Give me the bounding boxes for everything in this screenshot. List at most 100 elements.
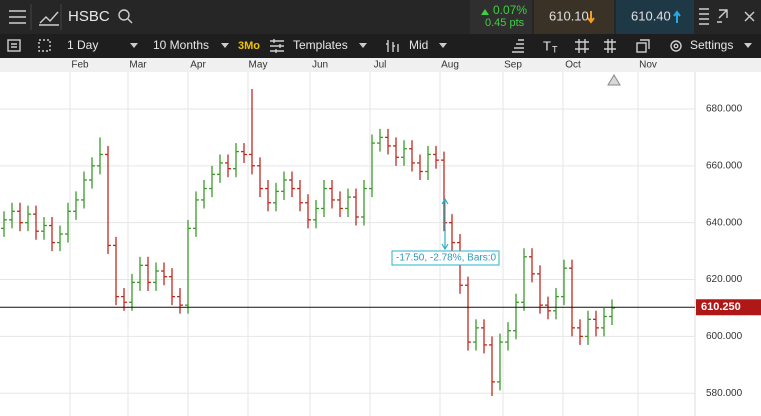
ohlc-bar — [233, 143, 239, 178]
layout-button[interactable] — [38, 39, 51, 52]
ohlc-bar — [473, 319, 479, 351]
ohlc-bar — [273, 182, 279, 212]
ohlc-bar — [305, 194, 311, 229]
ohlc-bar — [401, 140, 407, 166]
range[interactable]: 10 Months — [153, 38, 209, 52]
down-arrow — [587, 11, 595, 24]
x-tick-label: Apr — [190, 60, 206, 71]
ohlc-bar — [177, 288, 183, 314]
dropdown — [130, 43, 138, 48]
ohlc-bar — [17, 202, 23, 232]
buy-price: 610.40 — [631, 8, 671, 23]
ohlc-bar — [497, 333, 503, 391]
ohlc-bar — [33, 205, 39, 240]
ohlc-bar — [249, 89, 255, 175]
dropdown — [744, 43, 752, 48]
ohlc-bar — [65, 202, 71, 243]
change-percent: 0.07% — [493, 3, 527, 17]
more-button[interactable] — [699, 8, 709, 25]
scroll-marker[interactable] — [607, 74, 621, 86]
ohlc-bar — [569, 259, 575, 337]
ohlc-bar — [521, 248, 527, 311]
indicator-button[interactable] — [512, 39, 524, 53]
ohlc-bar — [409, 140, 415, 172]
x-tick-label: Aug — [441, 60, 459, 71]
y-tick-label: 580.000 — [706, 388, 743, 399]
ohlc-bar — [1, 211, 7, 237]
ohlc-bar — [513, 293, 519, 340]
ohlc-bar — [313, 199, 319, 229]
x-tick-label: Mar — [129, 60, 147, 71]
ohlc-bar — [225, 154, 231, 178]
interval[interactable]: 1 Day — [67, 38, 98, 52]
ohlc-bar — [209, 165, 215, 198]
ohlc-bar — [433, 145, 439, 169]
ohlc-bar — [105, 145, 111, 254]
symbol[interactable]: HSBC — [68, 8, 110, 25]
menu-button[interactable] — [9, 10, 26, 24]
y-tick-label: 640.000 — [706, 217, 743, 228]
ohlc-bar — [329, 180, 335, 209]
ohlc-bar — [281, 171, 287, 200]
ohlc-bar — [353, 188, 359, 226]
ohlc-bar — [505, 322, 511, 351]
close-button[interactable] — [744, 11, 755, 22]
svg-text:T: T — [543, 38, 551, 53]
ohlc-bar — [393, 137, 399, 166]
dropdown — [221, 43, 229, 48]
search-button[interactable] — [118, 9, 133, 24]
x-tick-label: Sep — [504, 60, 522, 71]
y-tick-label: 680.000 — [706, 104, 743, 115]
ohlc-bar — [49, 216, 55, 252]
ohlc-bar — [529, 248, 535, 283]
up-arrow — [673, 10, 681, 23]
ohlc-bar — [57, 225, 63, 252]
last-price-label: 610.250 — [701, 301, 741, 313]
ohlc-bar — [201, 180, 207, 209]
sell-button[interactable] — [534, 0, 614, 34]
ohlc-bar — [113, 236, 119, 306]
ohlc-bar — [577, 319, 583, 345]
ohlc-bar — [217, 154, 223, 183]
ohlc-bar — [73, 191, 79, 220]
crosshair-button[interactable] — [604, 39, 616, 53]
price-type[interactable]: Mid — [409, 38, 428, 52]
ohlc-bar — [9, 202, 15, 229]
ohlc-bar — [345, 188, 351, 217]
ohlc-bar — [337, 191, 343, 217]
up-triangle — [481, 9, 489, 15]
dropdown — [359, 43, 367, 48]
ohlc-bar — [593, 310, 599, 337]
ohlc-bar — [465, 276, 471, 351]
ohlc-bar — [289, 171, 295, 198]
buy-button[interactable] — [616, 0, 694, 34]
chart-type-button[interactable] — [39, 11, 59, 26]
windows-button[interactable] — [636, 39, 650, 53]
ohlc-bar — [489, 336, 495, 397]
x-tick-label: Feb — [71, 60, 89, 71]
ohlc-bar — [25, 205, 31, 232]
ohlc-bar — [553, 288, 559, 320]
ohlc-bar — [169, 268, 175, 306]
popout-button[interactable] — [717, 9, 728, 23]
list-button[interactable] — [7, 39, 21, 52]
ohlc-bar — [145, 256, 151, 291]
ohlc-bar — [441, 151, 447, 232]
measure-label: -17.50, -2.78%, Bars:0 — [396, 253, 496, 264]
templates[interactable]: Templates — [293, 38, 348, 52]
measure-box — [391, 250, 500, 266]
settings[interactable]: Settings — [690, 38, 733, 52]
ohlc-bar — [385, 128, 391, 155]
ohlc-bar — [81, 171, 87, 209]
range-short[interactable]: 3Mo — [238, 40, 260, 52]
ohlc-bar — [89, 157, 95, 189]
ohlc-bar — [185, 219, 191, 314]
x-tick-label: Oct — [565, 60, 581, 71]
y-tick-label: 600.000 — [706, 331, 743, 342]
y-tick-label: 660.000 — [706, 160, 743, 171]
ohlc-bar — [585, 310, 591, 345]
ohlc-bar — [97, 137, 103, 175]
grid-button[interactable] — [575, 39, 589, 53]
tool-bar — [0, 34, 761, 58]
